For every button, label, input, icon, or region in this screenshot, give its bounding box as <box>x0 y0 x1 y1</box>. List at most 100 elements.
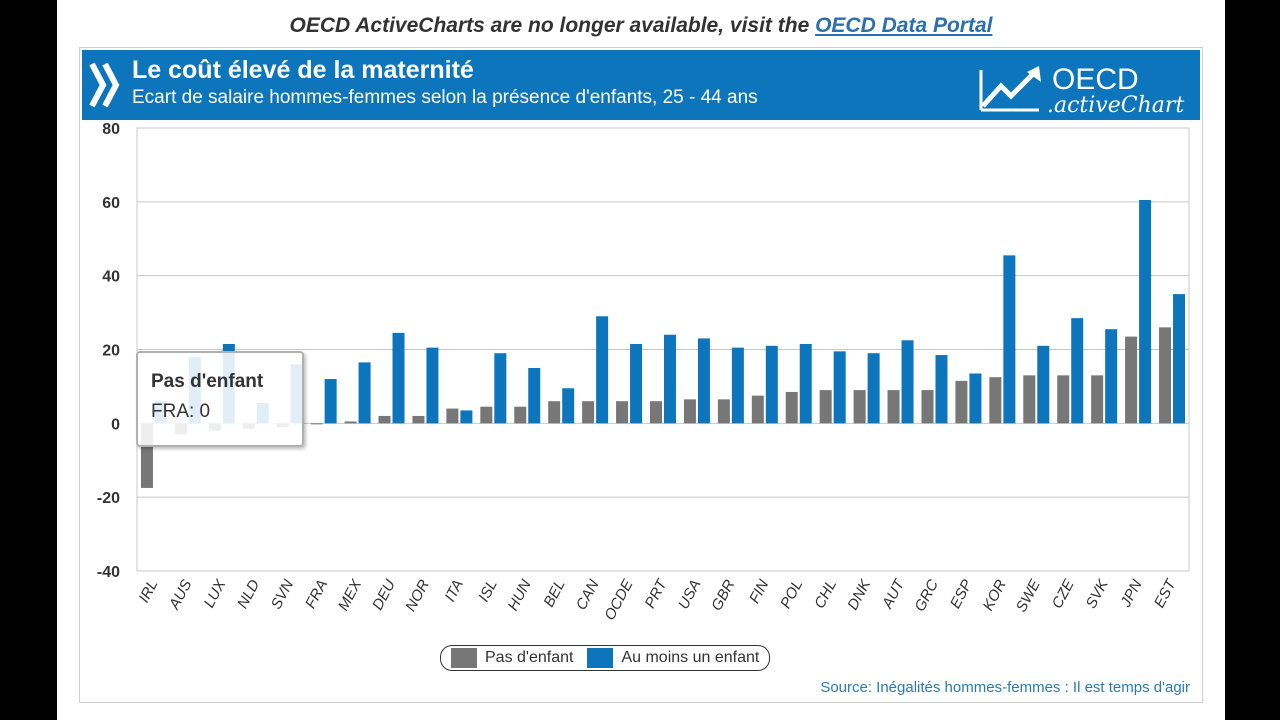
bar-child-dnk[interactable] <box>867 353 880 424</box>
x-tick-label: ISL <box>475 577 501 605</box>
bar-child-nor[interactable] <box>426 347 439 424</box>
bar-no-child-gbr[interactable] <box>717 399 730 424</box>
bar-child-fin[interactable] <box>765 345 778 424</box>
bar-no-child-bel[interactable] <box>548 401 561 424</box>
bar-no-child-esp[interactable] <box>955 380 968 424</box>
bar-no-child-prt[interactable] <box>650 401 662 424</box>
chart-subtitle: Ecart de salaire hommes-femmes selon la … <box>132 87 758 108</box>
bar-child-est[interactable] <box>1173 294 1186 424</box>
tooltip: Pas d'enfant FRA: 0 <box>136 351 304 447</box>
bar-child-kor[interactable] <box>1003 255 1016 424</box>
bar-no-child-est[interactable] <box>1159 327 1172 424</box>
x-tick-label: JPN <box>1117 577 1146 611</box>
bar-no-child-usa[interactable] <box>683 399 696 424</box>
y-tick-label: -20 <box>97 490 120 507</box>
x-tick-label: BEL <box>540 577 568 610</box>
x-tick-label: ESP <box>947 577 976 611</box>
x-tick-label: SWE <box>1013 576 1045 615</box>
oecd-data-portal-link[interactable]: OECD Data Portal <box>815 14 993 37</box>
bar-child-ocde[interactable] <box>630 343 643 424</box>
legend-swatch-blue <box>587 648 614 668</box>
x-tick-label: DNK <box>844 576 874 613</box>
bar-child-hun[interactable] <box>528 367 541 424</box>
bar-child-can[interactable] <box>596 316 609 424</box>
bar-child-fra[interactable] <box>324 379 337 424</box>
x-tick-label: SVN <box>268 577 298 612</box>
bar-no-child-deu[interactable] <box>378 415 391 424</box>
x-tick-label: DEU <box>369 577 399 613</box>
bar-child-isl[interactable] <box>494 353 507 424</box>
trend-up-icon <box>979 66 1041 112</box>
bar-no-child-mex[interactable] <box>344 421 357 424</box>
y-tick-label: 20 <box>102 343 120 360</box>
x-tick-label: EST <box>1151 575 1181 610</box>
x-tick-label: MEX <box>335 576 366 614</box>
bar-no-child-hun[interactable] <box>514 406 527 424</box>
bar-no-child-pol[interactable] <box>785 391 798 424</box>
bar-child-chl[interactable] <box>833 351 846 424</box>
bar-no-child-kor[interactable] <box>989 377 1002 424</box>
bar-no-child-fin[interactable] <box>751 395 764 424</box>
bar-child-jpn[interactable] <box>1139 199 1152 424</box>
notice-text: OECD ActiveCharts are no longer availabl… <box>289 14 816 37</box>
bar-child-ita[interactable] <box>460 410 473 424</box>
bar-no-child-can[interactable] <box>582 401 595 424</box>
legend-item-no-child[interactable]: Pas d'enfant <box>451 648 573 668</box>
bar-child-cze[interactable] <box>1071 318 1084 424</box>
bar-child-pol[interactable] <box>799 343 812 424</box>
chart-header: Le coût élevé de la maternité Ecart de s… <box>82 50 1200 120</box>
bar-no-child-dnk[interactable] <box>853 390 866 424</box>
x-tick-label: HUN <box>505 577 535 614</box>
chart-title: Le coût élevé de la maternité <box>132 56 474 84</box>
legend-label: Au moins un enfant <box>621 649 760 666</box>
bars <box>140 199 1186 488</box>
bar-child-esp[interactable] <box>969 373 982 424</box>
grid-lines <box>136 127 1190 572</box>
x-tick-label: GBR <box>708 577 738 614</box>
bar-no-child-svk[interactable] <box>1091 375 1104 424</box>
bar-child-mex[interactable] <box>358 362 371 424</box>
bar-no-child-chl[interactable] <box>819 390 832 424</box>
bar-child-aut[interactable] <box>901 340 914 424</box>
logo-subtext: .activeChart <box>1047 93 1185 118</box>
x-tick-label: NLD <box>234 577 263 612</box>
bar-no-child-ita[interactable] <box>446 408 459 424</box>
bar-no-child-jpn[interactable] <box>1125 336 1138 424</box>
bar-no-child-swe[interactable] <box>1023 375 1036 424</box>
bar-child-svk[interactable] <box>1105 329 1118 424</box>
bar-child-deu[interactable] <box>392 332 405 424</box>
legend-label: Pas d'enfant <box>485 649 574 666</box>
bar-no-child-nor[interactable] <box>412 415 425 424</box>
x-tick-label: SVK <box>1083 576 1113 611</box>
bar-no-child-fra[interactable] <box>310 423 323 425</box>
legend-swatch-gray <box>451 648 477 668</box>
x-tick-label: ITA <box>441 577 466 605</box>
x-tick-label: AUS <box>165 577 195 613</box>
legend[interactable]: Pas d'enfant Au moins un enfant <box>440 645 771 671</box>
x-tick-label: POL <box>777 577 806 611</box>
x-tick-label: FIN <box>746 577 772 606</box>
chevron-right-icon <box>89 62 120 108</box>
bar-no-child-cze[interactable] <box>1057 375 1070 424</box>
bar-no-child-grc[interactable] <box>921 390 934 424</box>
bar-child-prt[interactable] <box>664 334 676 424</box>
source-note: Source: Inégalités hommes-femmes : Il es… <box>820 679 1190 696</box>
x-tick-label: LUX <box>201 576 230 611</box>
x-tick-label: FRA <box>302 577 331 611</box>
x-tick-label: IRL <box>136 577 162 606</box>
legend-item-child[interactable]: Au moins un enfant <box>587 648 759 668</box>
x-tick-label: AUT <box>879 575 909 612</box>
bar-child-bel[interactable] <box>562 388 575 424</box>
bar-child-swe[interactable] <box>1037 345 1050 424</box>
logo-text: OECD <box>1052 63 1139 96</box>
bar-no-child-aut[interactable] <box>887 390 900 424</box>
bar-no-child-isl[interactable] <box>480 406 493 424</box>
chart-frame: Le coût élevé de la maternité Ecart de s… <box>79 47 1203 703</box>
bar-child-grc[interactable] <box>935 355 948 424</box>
y-axis: -40 -20 0 20 40 60 80 <box>97 123 120 581</box>
bar-child-usa[interactable] <box>697 338 710 424</box>
x-tick-label: KOR <box>980 577 1010 614</box>
bar-no-child-ocde[interactable] <box>616 401 629 424</box>
bar-child-gbr[interactable] <box>731 347 744 424</box>
x-tick-label: OCDE <box>601 576 637 623</box>
